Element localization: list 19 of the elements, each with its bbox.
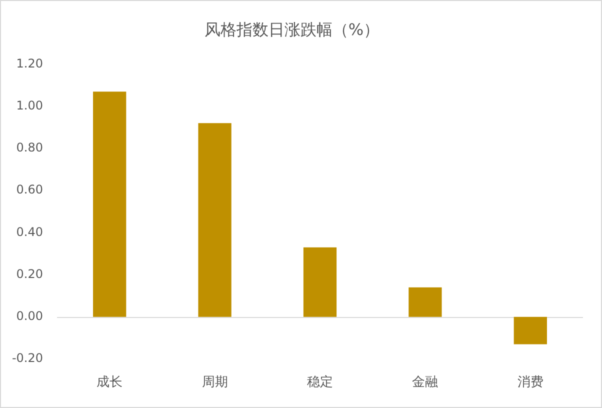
y-tick-label: 0.20 xyxy=(16,266,43,281)
x-tick-label: 周期 xyxy=(202,375,228,390)
y-tick-label: 0.60 xyxy=(16,182,43,197)
y-tick-label: 0.40 xyxy=(16,224,43,239)
y-tick-label: 1.20 xyxy=(16,56,43,70)
bar xyxy=(408,287,442,317)
x-tick-label: 稳定 xyxy=(307,375,333,390)
x-tick-label: 成长 xyxy=(96,375,123,390)
x-tick-label: 消费 xyxy=(517,375,544,390)
chart-title: 风格指数日涨跌幅（%） xyxy=(204,20,380,39)
bar xyxy=(93,92,126,317)
x-tick-label: 金融 xyxy=(412,375,438,390)
y-tick-label: 0.80 xyxy=(16,140,43,155)
y-tick-label: 0.00 xyxy=(16,309,43,324)
bar xyxy=(303,247,337,317)
y-tick-label: 1.00 xyxy=(16,98,43,112)
bar xyxy=(198,123,232,317)
bar xyxy=(514,316,547,344)
y-tick-label: -0.20 xyxy=(12,351,43,366)
